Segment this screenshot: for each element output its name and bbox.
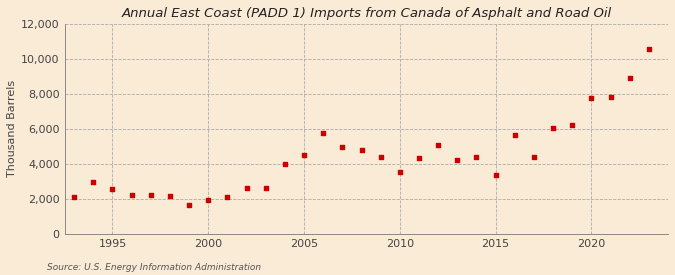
Point: [624, 76, 635, 80]
Point: [184, 203, 194, 207]
Point: [261, 186, 271, 191]
Point: [88, 180, 99, 185]
Point: [69, 195, 80, 199]
Point: [337, 145, 348, 150]
Point: [375, 155, 386, 159]
Point: [145, 192, 156, 197]
Point: [547, 126, 558, 130]
Point: [165, 194, 176, 199]
Point: [318, 131, 329, 136]
Point: [356, 148, 367, 152]
Point: [510, 133, 520, 137]
Point: [643, 47, 654, 51]
Point: [605, 95, 616, 100]
Point: [107, 187, 118, 191]
Point: [241, 186, 252, 191]
Point: [586, 96, 597, 100]
Point: [279, 162, 290, 166]
Point: [222, 195, 233, 199]
Text: Source: U.S. Energy Information Administration: Source: U.S. Energy Information Administ…: [47, 263, 261, 272]
Point: [433, 142, 443, 147]
Point: [490, 173, 501, 177]
Point: [298, 153, 309, 157]
Point: [203, 198, 214, 202]
Point: [452, 157, 463, 162]
Title: Annual East Coast (PADD 1) Imports from Canada of Asphalt and Road Oil: Annual East Coast (PADD 1) Imports from …: [122, 7, 612, 20]
Y-axis label: Thousand Barrels: Thousand Barrels: [7, 80, 17, 177]
Point: [567, 122, 578, 127]
Point: [394, 170, 405, 174]
Point: [126, 193, 137, 198]
Point: [529, 155, 539, 159]
Point: [414, 156, 425, 160]
Point: [471, 155, 482, 159]
